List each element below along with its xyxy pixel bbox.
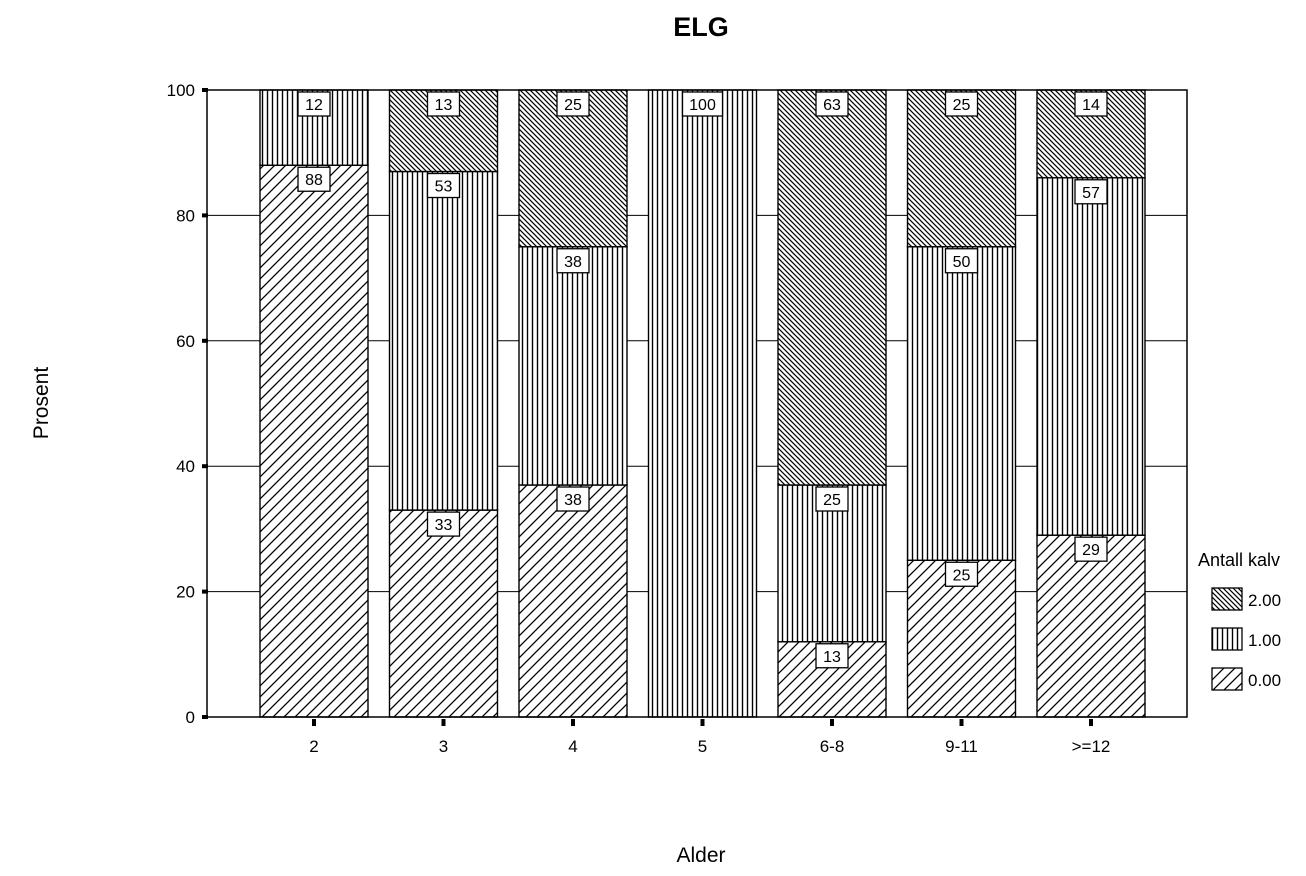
data-label: 13 (435, 97, 453, 114)
chart-title: ELG (673, 12, 729, 42)
y-tick-label: 0 (186, 708, 195, 727)
data-label-box (426, 91, 461, 117)
y-tick-label: 100 (167, 81, 195, 100)
data-label: 25 (564, 97, 582, 114)
legend-entry-label: 0.00 (1248, 671, 1281, 690)
data-label: 100 (689, 97, 716, 114)
data-label-box (681, 91, 724, 117)
data-label-box (556, 486, 590, 512)
y-tick-mark (202, 88, 208, 92)
data-label: 12 (305, 97, 323, 114)
data-label-box (556, 248, 590, 274)
data-label: 88 (305, 172, 323, 189)
data-label: 57 (1082, 185, 1100, 202)
legend-swatch (1211, 667, 1243, 691)
data-label: 50 (953, 254, 971, 271)
x-tick-label: 3 (439, 737, 448, 756)
data-label-box (815, 643, 849, 669)
y-tick-mark (202, 589, 208, 594)
data-label: 13 (823, 649, 841, 666)
legend-swatch (1211, 627, 1243, 651)
data-label: 63 (823, 97, 841, 114)
data-labels: 88 12 33 53 13 38 38 25 100 13 25 63 25 50 25 29 57 14 (297, 91, 1108, 669)
bar-segment (1036, 534, 1146, 718)
legend-entry-label: 2.00 (1248, 591, 1281, 610)
x-tick-mark (830, 719, 834, 726)
data-label-box (426, 172, 461, 199)
legend-title: Antall kalv (1198, 550, 1280, 570)
x-axis: 2 3 4 5 6-8 9-11 >=12 (309, 719, 1110, 756)
data-label-box (556, 91, 590, 117)
data-label-box (1074, 91, 1108, 117)
data-label: 25 (953, 567, 971, 584)
x-tick-label: 9-11 (945, 737, 978, 756)
y-tick-mark (202, 715, 208, 719)
bar-segment (647, 89, 758, 718)
data-label-box (815, 486, 849, 512)
bar-segment (259, 164, 369, 718)
x-tick-label: 5 (698, 737, 707, 756)
data-label: 29 (1082, 542, 1100, 559)
x-tick-mark (312, 719, 316, 726)
data-label: 53 (435, 179, 453, 196)
x-tick-label: 4 (568, 737, 577, 756)
data-label-box (944, 561, 979, 587)
data-label: 25 (823, 492, 841, 509)
x-tick-label: 2 (309, 737, 318, 756)
legend-swatch (1211, 587, 1243, 611)
data-label: 38 (564, 254, 582, 271)
bar-segment (518, 246, 628, 486)
y-axis: 0 20 40 60 80 100 (167, 81, 208, 727)
data-label: 33 (435, 517, 453, 534)
x-tick-label: 6-8 (820, 737, 845, 756)
x-tick-mark (959, 719, 964, 726)
plot-frame (206, 89, 1188, 718)
data-label: 14 (1082, 97, 1100, 114)
x-axis-label: Alder (676, 844, 725, 867)
x-tick-mark (571, 719, 575, 726)
data-label-box (1074, 536, 1108, 562)
legend: Antall kalv 2.00 1.00 0.00 (1198, 550, 1281, 691)
x-tick-mark (441, 719, 446, 726)
bar-segment (1036, 177, 1146, 536)
data-label-box (944, 91, 979, 117)
x-tick-label: >=12 (1072, 737, 1111, 756)
y-tick-label: 20 (176, 583, 195, 602)
x-tick-mark (1089, 719, 1093, 726)
y-tick-mark (202, 213, 208, 218)
y-tick-label: 60 (176, 332, 195, 351)
bar-segment (518, 484, 628, 718)
bar-segment (777, 89, 887, 486)
data-label-box (1074, 179, 1108, 205)
data-label-box (944, 248, 979, 274)
data-label-box (297, 91, 331, 117)
y-tick-label: 80 (176, 206, 195, 225)
data-label-box (297, 166, 331, 192)
bar-segment (388, 170, 499, 511)
data-label: 38 (564, 492, 582, 509)
data-label-box (815, 91, 849, 117)
legend-entry-label: 1.00 (1248, 631, 1281, 650)
bar-segment (906, 246, 1017, 561)
data-label: 25 (953, 97, 971, 114)
y-tick-mark (202, 338, 208, 343)
y-axis-label: Prosent (30, 367, 53, 440)
y-tick-label: 40 (176, 457, 195, 476)
bars (259, 89, 1146, 718)
bar-segment (388, 509, 499, 718)
data-label-box (426, 511, 461, 537)
y-tick-mark (202, 464, 208, 469)
x-tick-mark (700, 719, 705, 726)
